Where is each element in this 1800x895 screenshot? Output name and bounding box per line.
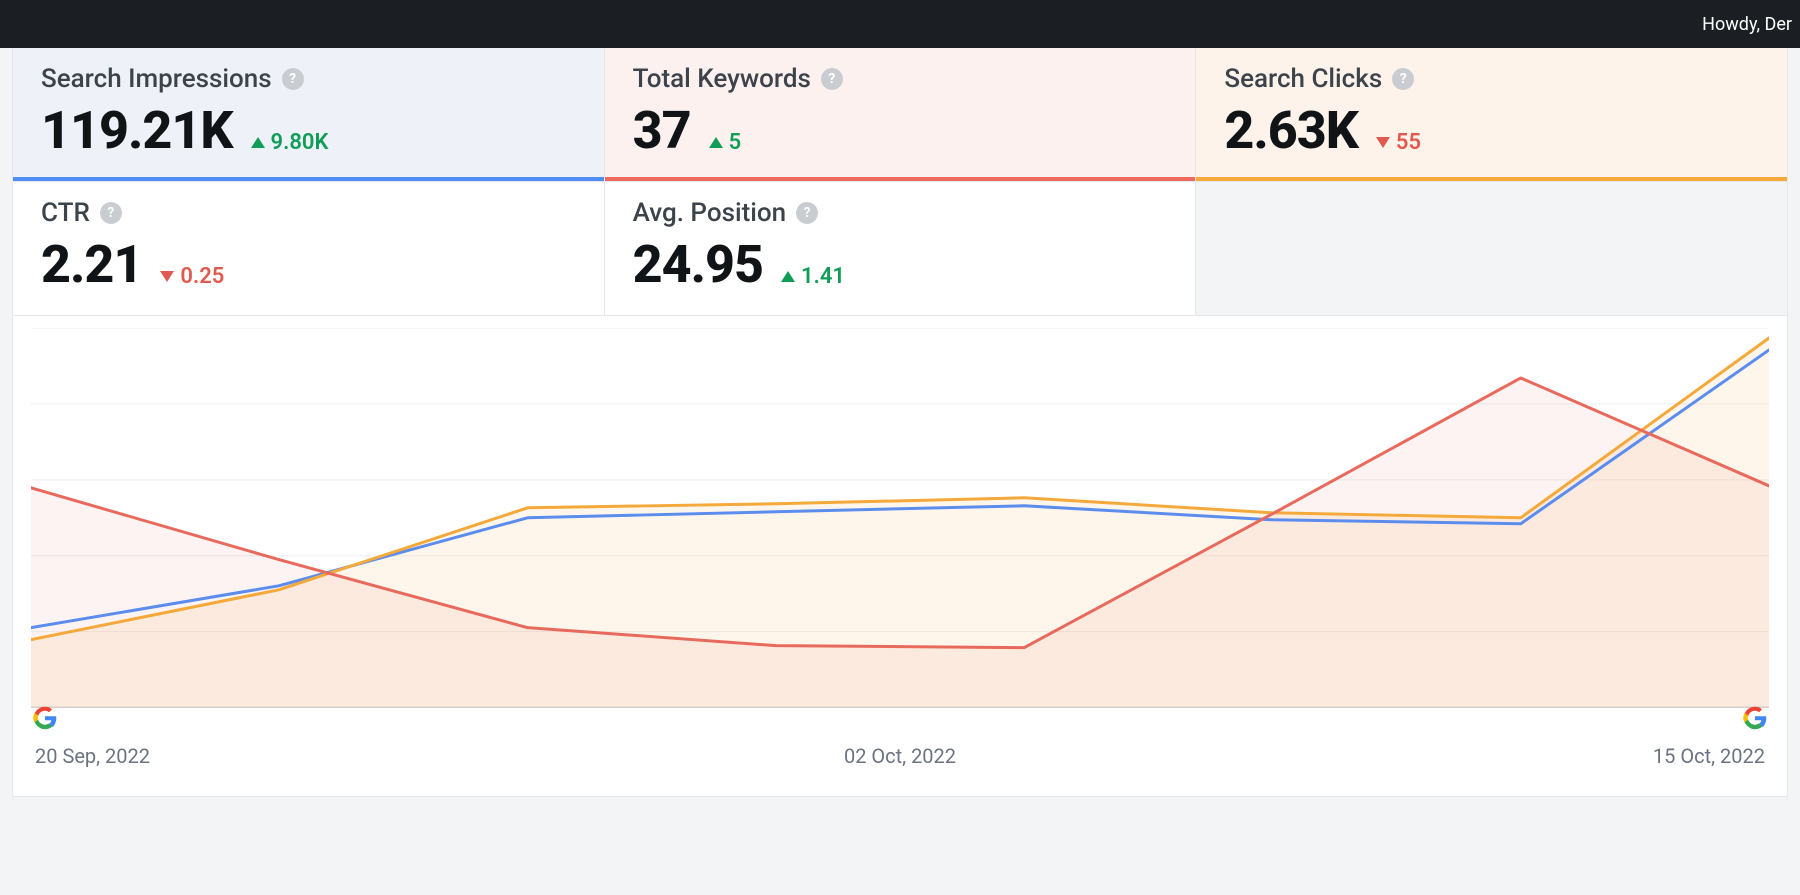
triangle-down-icon <box>160 271 174 282</box>
card-search-impressions[interactable]: Search Impressions ? 119.21K 9.80K <box>13 48 605 181</box>
card-title: Search Impressions <box>41 64 272 94</box>
card-title: CTR <box>41 198 90 228</box>
card-total-keywords[interactable]: Total Keywords ? 37 5 <box>605 48 1197 181</box>
google-icon <box>33 706 57 734</box>
topbar-greeting[interactable]: Howdy, Der <box>1702 14 1792 35</box>
help-icon[interactable]: ? <box>282 68 304 90</box>
card-title: Total Keywords <box>633 64 811 94</box>
card-delta: 5 <box>709 130 742 155</box>
card-value: 119.21K <box>41 100 233 161</box>
x-label-start: 20 Sep, 2022 <box>35 744 150 768</box>
card-value: 24.95 <box>633 234 763 295</box>
x-label-mid: 02 Oct, 2022 <box>844 744 956 768</box>
trend-chart: 20 Sep, 2022 02 Oct, 2022 15 Oct, 2022 <box>13 315 1787 796</box>
card-value: 2.63K <box>1224 100 1358 161</box>
stat-cards-row-1: Search Impressions ? 119.21K 9.80K Total… <box>13 48 1787 181</box>
card-value: 37 <box>633 100 691 161</box>
help-icon[interactable]: ? <box>100 202 122 224</box>
google-icon <box>1743 706 1767 734</box>
card-search-clicks[interactable]: Search Clicks ? 2.63K 55 <box>1196 48 1787 181</box>
triangle-up-icon <box>251 137 265 148</box>
card-title: Search Clicks <box>1224 64 1382 94</box>
help-icon[interactable]: ? <box>796 202 818 224</box>
help-icon[interactable]: ? <box>1392 68 1414 90</box>
triangle-up-icon <box>781 271 795 282</box>
chart-x-axis-labels: 20 Sep, 2022 02 Oct, 2022 15 Oct, 2022 <box>31 744 1769 768</box>
trend-chart-svg <box>31 328 1769 708</box>
card-avg-position[interactable]: Avg. Position ? 24.95 1.41 <box>605 181 1197 315</box>
card-value: 2.21 <box>41 234 142 295</box>
card-delta: 9.80K <box>251 130 329 155</box>
x-label-end: 15 Oct, 2022 <box>1653 744 1765 768</box>
card-title: Avg. Position <box>633 198 786 228</box>
help-icon[interactable]: ? <box>821 68 843 90</box>
triangle-down-icon <box>1376 137 1390 148</box>
card-delta: 0.25 <box>160 264 224 289</box>
chart-logo-row <box>31 706 1769 734</box>
stat-cards-row-2: CTR ? 2.21 0.25 Avg. Position ? 24.95 <box>13 181 1787 315</box>
triangle-up-icon <box>709 137 723 148</box>
card-empty <box>1196 181 1787 315</box>
admin-topbar: Howdy, Der <box>0 0 1800 48</box>
card-delta: 1.41 <box>781 264 845 289</box>
seo-dashboard: Search Impressions ? 119.21K 9.80K Total… <box>12 48 1788 797</box>
card-delta: 55 <box>1376 130 1421 155</box>
card-ctr[interactable]: CTR ? 2.21 0.25 <box>13 181 605 315</box>
